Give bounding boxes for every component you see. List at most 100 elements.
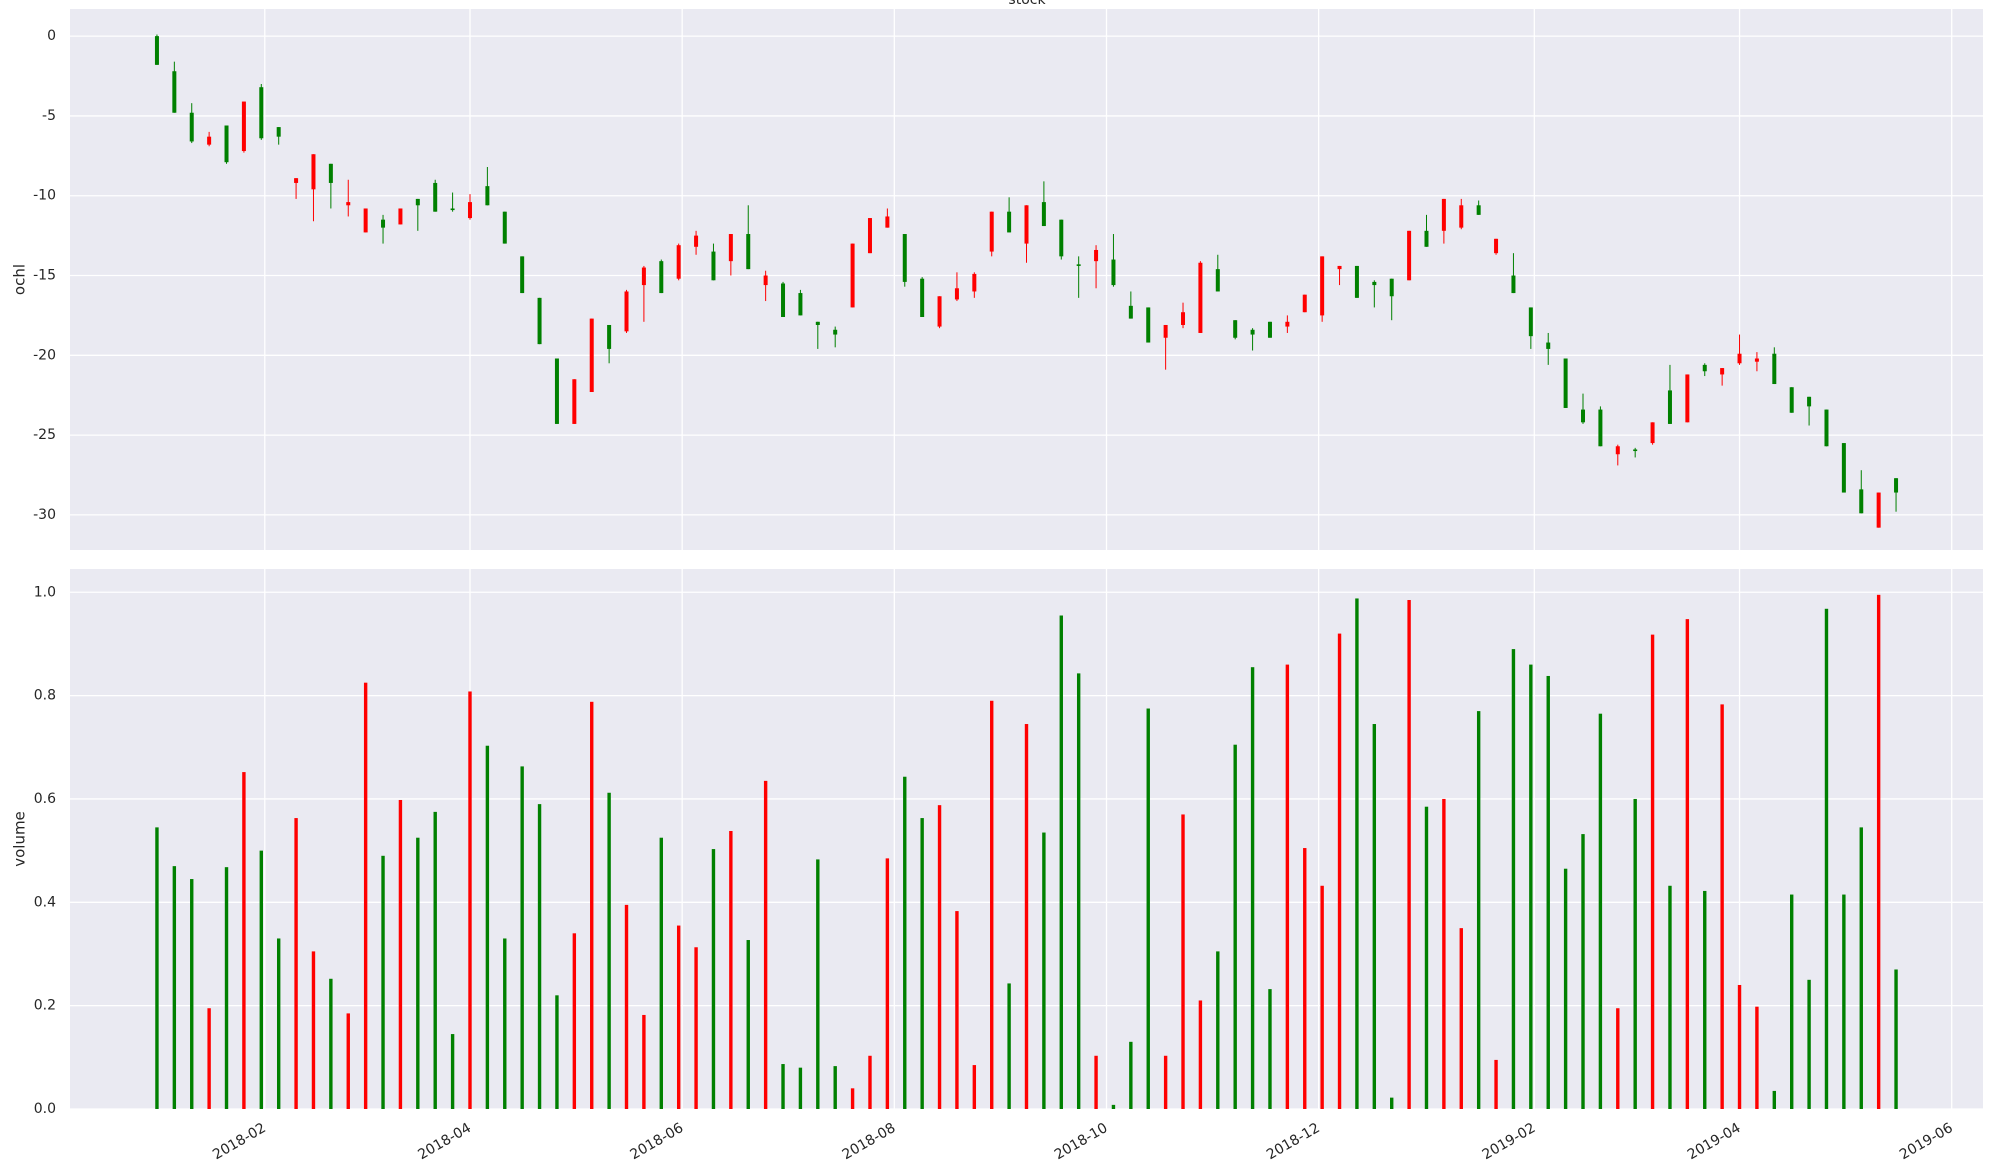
candle-body — [189, 112, 194, 142]
candle-body — [1494, 238, 1499, 254]
volume-bar — [1250, 667, 1255, 1109]
candle-body — [1720, 368, 1725, 375]
y-tick-label: -25 — [33, 427, 56, 443]
volume-bar — [450, 1034, 455, 1109]
x-tick-label: 2019-02 — [1480, 1120, 1539, 1163]
candle-body — [1024, 205, 1029, 244]
volume-bar — [659, 837, 663, 1109]
volume-bar — [572, 933, 577, 1109]
volume-bar — [1459, 928, 1463, 1109]
candle-body — [850, 243, 855, 308]
volume-bar — [920, 818, 924, 1109]
volume-bar — [503, 938, 507, 1109]
chart-title: stock — [1008, 0, 1046, 8]
volume-bar — [903, 776, 907, 1109]
volume-bar — [1320, 885, 1324, 1109]
volume-bar — [1181, 814, 1185, 1109]
volume-bar — [1894, 969, 1898, 1109]
candle-body — [1337, 265, 1342, 270]
y-tick-label: 0 — [47, 28, 56, 44]
volume-bar — [850, 1088, 855, 1109]
volume-bar — [1581, 834, 1585, 1109]
candle-body — [1789, 387, 1794, 413]
volume-bar — [1633, 798, 1637, 1109]
candle-body — [607, 324, 612, 349]
volume-bar — [1407, 600, 1411, 1109]
candle-body — [207, 136, 212, 145]
volume-bar — [1668, 885, 1672, 1109]
volume-bar — [763, 780, 768, 1109]
candle-body — [520, 256, 525, 294]
y-tick-label: 0.8 — [34, 688, 56, 704]
candle-body — [276, 127, 281, 137]
volume-bar — [694, 947, 698, 1109]
candle-body — [728, 234, 733, 262]
candle-body — [1441, 198, 1446, 231]
candle-body — [363, 208, 368, 233]
volume-bar — [1703, 890, 1707, 1109]
candle-body — [1181, 312, 1186, 325]
candle-body — [1198, 262, 1203, 333]
volume-bar — [1737, 984, 1742, 1109]
volume-bar — [555, 995, 559, 1109]
candle-body — [1146, 307, 1151, 343]
volume-bar — [1198, 1000, 1203, 1109]
candle-body — [1633, 449, 1638, 452]
volume-bar — [937, 805, 942, 1109]
candle-body — [346, 202, 351, 206]
candle-body — [450, 208, 455, 211]
candle-body — [815, 321, 820, 325]
volume-bar — [433, 811, 437, 1109]
candle-body — [294, 178, 299, 183]
volume-bar — [1024, 724, 1029, 1109]
volume-bar — [781, 1064, 785, 1109]
candle-body — [1459, 205, 1464, 228]
candle-body — [1302, 294, 1307, 313]
volume-bar — [1268, 989, 1272, 1109]
volume-bar — [485, 745, 490, 1109]
x-tick-label: 2018-10 — [1052, 1120, 1111, 1163]
volume-bar — [172, 866, 177, 1109]
volume-bar — [746, 940, 750, 1109]
volume-bar — [798, 1067, 803, 1109]
candle-body — [1285, 321, 1290, 327]
candle-body — [1615, 446, 1620, 455]
candle-body — [1389, 278, 1394, 297]
volume-bar — [1355, 598, 1359, 1109]
candle-body — [1841, 443, 1846, 493]
volume-bar — [990, 700, 994, 1109]
volume-bar — [381, 855, 385, 1109]
candle-body — [485, 186, 490, 206]
candle-body — [433, 182, 438, 212]
candle-body — [746, 234, 751, 270]
y-axis-label: volume — [11, 811, 29, 867]
candle-body — [781, 283, 786, 318]
x-tick-label: 2018-06 — [627, 1120, 686, 1163]
candle-body — [1859, 489, 1864, 514]
candle-body — [415, 198, 420, 206]
volume-bar — [1094, 1055, 1098, 1109]
volume-bar — [416, 837, 420, 1109]
candle-body — [920, 278, 925, 318]
candle-body — [554, 358, 559, 424]
candle-body — [1128, 305, 1133, 319]
y-tick-label: 1.0 — [34, 584, 56, 600]
candle-body — [1233, 320, 1238, 338]
candle-body — [694, 235, 699, 247]
candle-body — [885, 216, 890, 228]
candle-body — [381, 219, 386, 228]
volume-bar — [1216, 951, 1220, 1109]
y-tick-label: -15 — [33, 268, 56, 284]
candle-body — [954, 288, 959, 300]
candle-body — [833, 329, 838, 335]
volume-bar — [294, 818, 298, 1109]
volume-bar — [833, 1066, 837, 1109]
candle-body — [241, 101, 246, 152]
candle-body — [572, 379, 577, 424]
volume-bar — [1303, 848, 1307, 1109]
volume-bar — [1372, 724, 1377, 1109]
candle-body — [798, 293, 803, 316]
candle-body — [537, 297, 542, 345]
candle-body — [1094, 249, 1099, 262]
